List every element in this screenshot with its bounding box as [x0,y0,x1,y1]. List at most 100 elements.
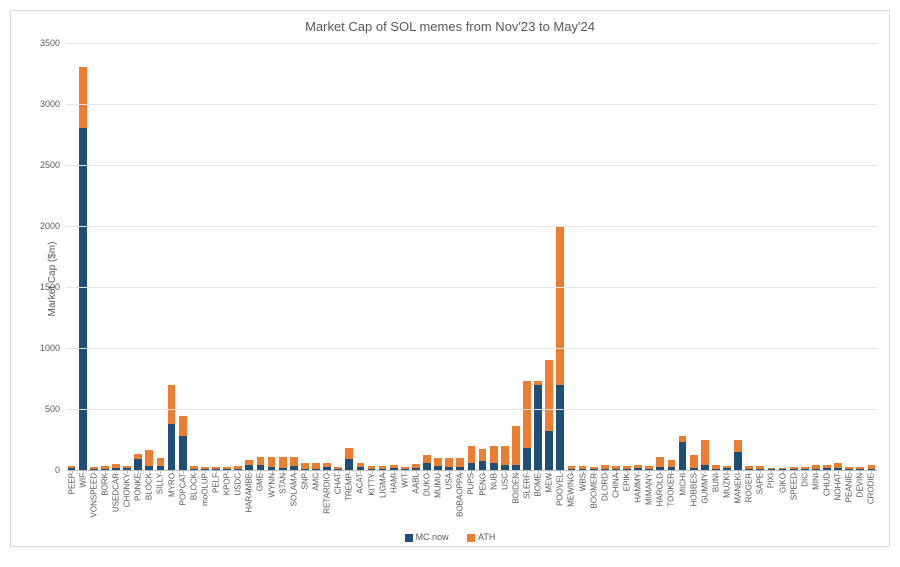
bar-slot: CHUD [821,43,832,470]
bar-slot: PONKE [133,43,144,470]
x-tick-label: BOBAOPPA [456,470,465,517]
x-tick-label: HOBBES [689,470,698,506]
bar-slot: BLOCK [144,43,155,470]
grid-line [66,287,877,288]
x-tick-label: PEEP [67,470,76,494]
bar-slot: HAMI [388,43,399,470]
legend: MC now ATH [11,532,889,542]
bar-slot: MUMU [433,43,444,470]
bar-slot: DEVIN [855,43,866,470]
bar-slot: DIC [799,43,810,470]
bar-slot: NOHAT [833,43,844,470]
bar-slot: MICHI [677,43,688,470]
bar-slot: WBS [577,43,588,470]
bar-slot: AMC [310,43,321,470]
x-tick-label: USC [500,470,509,490]
x-tick-label: DLORD [600,470,609,501]
x-tick-label: BOIDEN [511,470,520,504]
x-tick-label: STAN [278,470,287,494]
grid-line [66,348,877,349]
x-tick-label: WYNN [267,470,276,497]
x-tick-label: TREMP [345,470,354,501]
x-tick-label: SLERF [523,470,532,499]
x-tick-label: TOOKER [667,470,676,507]
x-tick-label: BLOCK [145,470,154,500]
bar-slot: STAN [277,43,288,470]
bar-slot: AABL [410,43,421,470]
x-tick-label: BLOCK [189,470,198,500]
bar-mc-now [523,448,531,470]
bar-mc-now [168,424,176,470]
y-tick-label: 500 [45,404,66,414]
x-tick-label: SPEED [789,470,798,500]
legend-item-mc-now: MC now [405,532,449,542]
x-tick-label: HAMI [389,470,398,493]
x-tick-label: MICHI [678,470,687,496]
bar-slot: DLORD [599,43,610,470]
x-tick-label: PENG [478,470,487,496]
bar-mc-now [534,385,542,470]
x-tick-label: USEDCAR [111,470,120,512]
y-tick-label: 1000 [40,343,66,353]
bar-mc-now [556,385,564,470]
x-tick-label: moOLUP [200,470,209,506]
bar-slot: CHINA [610,43,621,470]
bar-slot: GUMMY [699,43,710,470]
y-tick-label: 2500 [40,160,66,170]
bar-slot: BORK [99,43,110,470]
y-tick-label: 3000 [40,99,66,109]
bar-slot: MEWING [566,43,577,470]
bar-slot: WIT [399,43,410,470]
bar-slot: USA [444,43,455,470]
bar-slot: WIF [77,43,88,470]
y-axis-label: Market Cap ($m) [47,241,58,316]
bar-slot: KITTY [366,43,377,470]
x-tick-label: MUZKI [723,470,732,498]
x-tick-label: LIGMA [378,470,387,498]
x-tick-label: BOOMER [589,470,598,509]
bar-slot: ROGER [744,43,755,470]
bar-slot: TOOKER [666,43,677,470]
y-tick-label: 1500 [40,282,66,292]
plot-area: PEEPWIFVONSPEEDBORKUSEDCARCHONKYPONKEBLO… [66,43,877,471]
x-tick-label: KPOP [223,470,232,495]
bar-slot: HAROLD [655,43,666,470]
legend-swatch-mc-now [405,534,413,542]
y-tick-label: 2000 [40,221,66,231]
bar-slot: CHAT [333,43,344,470]
bar-slot: DUKO [422,43,433,470]
x-tick-label: POOVEL [556,470,565,506]
legend-label-mc-now: MC now [416,532,449,542]
bar-slot: MANEKI [733,43,744,470]
bar-slot: SNP [299,43,310,470]
bar-mc-now [734,452,742,470]
bar-slot: RETARDIO [322,43,333,470]
x-tick-label: HAMMY [634,470,643,503]
x-tick-label: HARAMBE [245,470,254,513]
bar-slot: USEDCAR [110,43,121,470]
bar-slot: MIMANY [644,43,655,470]
bar-mc-now [545,431,553,470]
bar-slot: CRODIE [866,43,877,470]
bar-slot: POOVEL [555,43,566,470]
bar-slot: MINI [810,43,821,470]
x-tick-label: KITTY [367,470,376,496]
bar-slot: moOLUP [199,43,210,470]
x-tick-label: USA [445,470,454,489]
x-tick-label: NOHAT [834,470,843,500]
bar-slot: GIKO [777,43,788,470]
bar-slot: VONSPEED [88,43,99,470]
bar-slot: POPCAT [177,43,188,470]
bar-mc-now [479,461,487,470]
legend-label-ath: ATH [478,532,495,542]
x-tick-label: PONKE [134,470,143,501]
x-tick-label: DEVIN [856,470,865,497]
x-tick-label: GME [256,470,265,491]
bar-slot: PIXI [766,43,777,470]
x-tick-label: CRODIE [867,470,876,504]
x-tick-label: AMC [311,470,320,491]
bar-slot: NUB [488,43,499,470]
bars-layer: PEEPWIFVONSPEEDBORKUSEDCARCHONKYPONKEBLO… [66,43,877,470]
x-tick-label: AABL [411,470,420,493]
x-tick-label: BORK [100,470,109,496]
